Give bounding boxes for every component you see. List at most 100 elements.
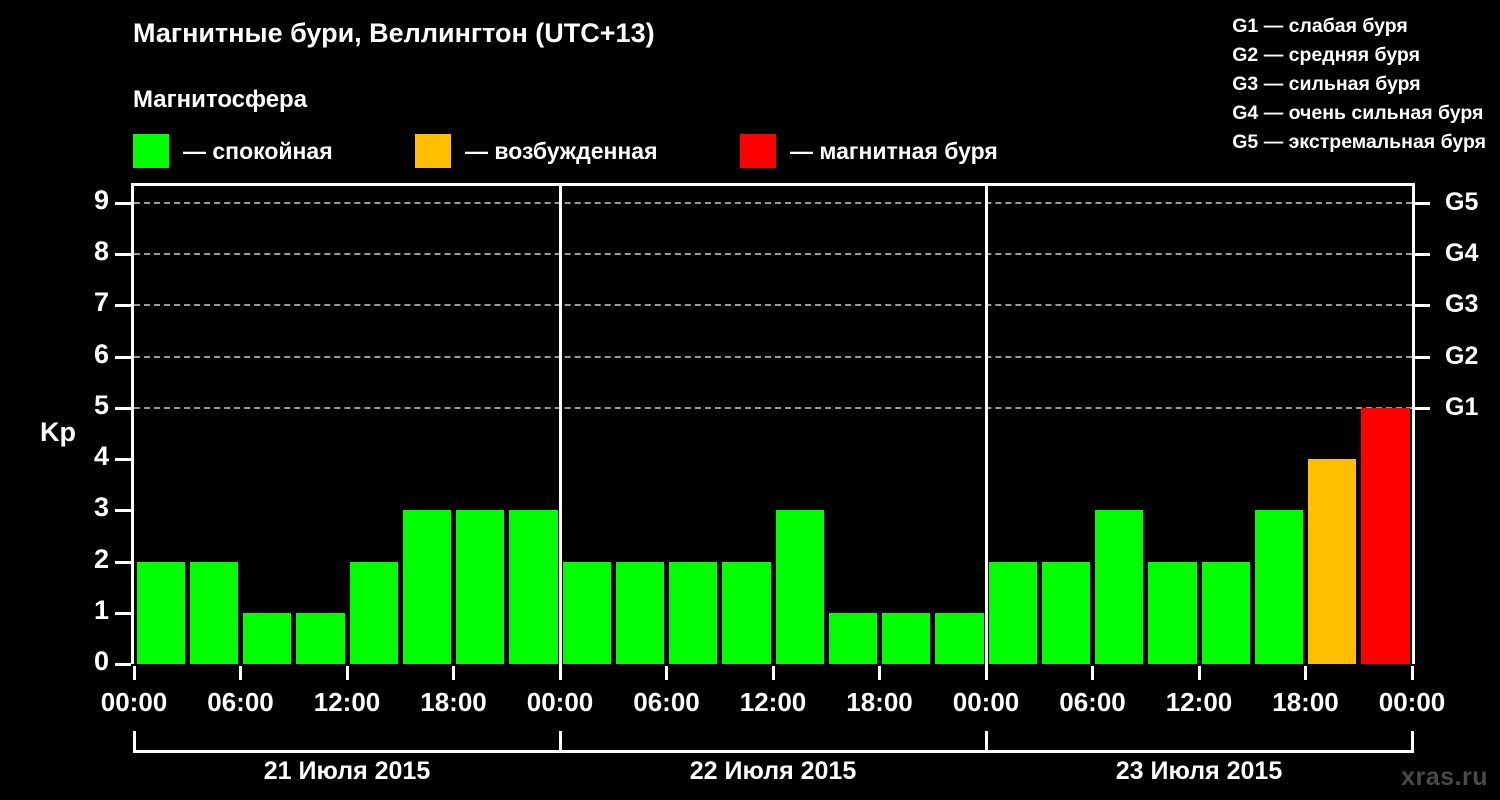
x-tick xyxy=(1304,666,1307,680)
x-tick xyxy=(665,666,668,680)
bar xyxy=(1148,561,1197,664)
legend-swatch-calm xyxy=(133,134,169,168)
storm-scale-code: G1 xyxy=(1232,15,1259,37)
bar xyxy=(669,561,718,664)
storm-scale-legend: G1 — слабая буря G2 — средняя буря G3 — си… xyxy=(1232,12,1486,157)
y-tick-0 xyxy=(115,663,131,666)
date-label-2: 22 Июля 2015 xyxy=(689,757,857,785)
g-axis-label-g4: G4 xyxy=(1445,239,1479,268)
g-axis-label-g2: G2 xyxy=(1445,341,1479,370)
bar xyxy=(988,561,1037,664)
storm-scale-text: — сильная буря xyxy=(1258,73,1421,95)
day-separator-2 xyxy=(984,186,988,667)
gridline-kp-8 xyxy=(134,253,1412,256)
storm-scale-code: G4 xyxy=(1232,102,1259,124)
g-axis-label-g3: G3 xyxy=(1445,290,1479,319)
storm-scale-row-g5: G5 — экстремальная буря xyxy=(1232,128,1486,157)
g-axis-label-g1: G1 xyxy=(1445,392,1479,421)
legend-label-storm: — магнитная буря xyxy=(790,137,998,164)
y-tick-label-9: 9 xyxy=(93,185,109,215)
storm-scale-code: G3 xyxy=(1232,73,1259,95)
gridline-kp-6 xyxy=(134,355,1412,358)
x-tick-label: 00:00 xyxy=(526,687,594,717)
legend-label-unsettled: — возбужденная xyxy=(465,137,658,164)
bar xyxy=(935,612,984,664)
x-tick-label: 12:00 xyxy=(1165,687,1233,717)
x-tick xyxy=(1410,666,1414,680)
x-tick-label: 18:00 xyxy=(846,687,913,717)
day-separator-1 xyxy=(558,186,562,667)
y-tick-3 xyxy=(115,509,131,513)
storm-scale-row-g3: G3 — сильная буря xyxy=(1232,70,1486,99)
y-tick-label-5: 5 xyxy=(93,389,109,420)
g-axis-label-g5: G5 xyxy=(1445,188,1479,216)
x-tick-label: 06:00 xyxy=(1059,687,1126,717)
x-tick xyxy=(984,666,988,680)
x-tick-label: 00:00 xyxy=(952,687,1020,717)
date-bracket-2 xyxy=(558,731,988,753)
bar xyxy=(882,612,931,664)
gridline-kp-9 xyxy=(134,202,1412,204)
date-bracket-3 xyxy=(984,731,1414,753)
storm-scale-row-g4: G4 — очень сильная буря xyxy=(1232,99,1486,128)
plot-area xyxy=(131,183,1415,667)
y-tick-8 xyxy=(115,253,131,257)
x-tick xyxy=(452,666,455,680)
date-bracket-1 xyxy=(132,731,562,753)
storm-scale-text: — слабая буря xyxy=(1258,15,1408,37)
bar xyxy=(243,612,292,664)
y-tick-label-0: 0 xyxy=(93,646,109,676)
storm-scale-code: G2 xyxy=(1232,44,1259,66)
y-tick-2 xyxy=(115,560,131,564)
g-tick-g4 xyxy=(1415,253,1430,257)
bar xyxy=(828,612,877,664)
watermark: xras.ru xyxy=(1401,763,1488,791)
x-tick-label: 18:00 xyxy=(1272,687,1339,717)
y-tick-label-3: 3 xyxy=(93,492,109,523)
date-label-1: 21 Июля 2015 xyxy=(263,757,431,785)
x-tick xyxy=(558,666,562,680)
bar xyxy=(562,561,611,664)
gridline-kp-5 xyxy=(134,406,1412,409)
bar xyxy=(1254,510,1303,664)
x-tick xyxy=(132,666,136,680)
bar xyxy=(1308,459,1357,664)
storm-scale-code: G5 xyxy=(1232,131,1259,153)
y-tick-7 xyxy=(115,304,131,308)
bar xyxy=(456,510,505,664)
x-tick-label: 00:00 xyxy=(100,687,168,717)
bar xyxy=(189,561,238,664)
bar xyxy=(775,510,824,664)
bar xyxy=(1361,407,1410,664)
x-tick xyxy=(771,666,775,680)
legend-swatch-storm xyxy=(740,134,776,168)
storm-scale-text: — очень сильная буря xyxy=(1258,102,1484,124)
x-tick-label: 18:00 xyxy=(420,687,487,717)
y-tick-label-7: 7 xyxy=(93,287,109,318)
x-tick xyxy=(1197,666,1201,680)
x-tick-label: 06:00 xyxy=(633,687,700,717)
bar xyxy=(296,612,345,664)
y-tick-label-4: 4 xyxy=(93,441,109,472)
g-tick-g1 xyxy=(1415,406,1430,410)
x-tick xyxy=(1091,666,1094,680)
x-tick-label: 00:00 xyxy=(1378,687,1446,717)
bar xyxy=(349,561,398,664)
bar xyxy=(1095,510,1144,664)
legend-label-calm: — спокойная xyxy=(183,137,333,164)
x-tick xyxy=(239,666,242,680)
bar xyxy=(509,510,558,664)
y-tick-label-8: 8 xyxy=(93,236,109,267)
y-tick-label-6: 6 xyxy=(93,338,109,369)
bar xyxy=(136,561,185,664)
y-tick-4 xyxy=(115,458,131,462)
bar xyxy=(615,561,664,664)
y-tick-5 xyxy=(115,406,131,410)
y-tick-1 xyxy=(115,611,131,615)
x-tick-label: 06:00 xyxy=(207,687,274,717)
x-tick-label: 12:00 xyxy=(739,687,807,717)
storm-scale-text: — средняя буря xyxy=(1258,44,1420,66)
legend-swatch-unsettled xyxy=(415,134,451,168)
y-tick-label-2: 2 xyxy=(93,543,109,574)
